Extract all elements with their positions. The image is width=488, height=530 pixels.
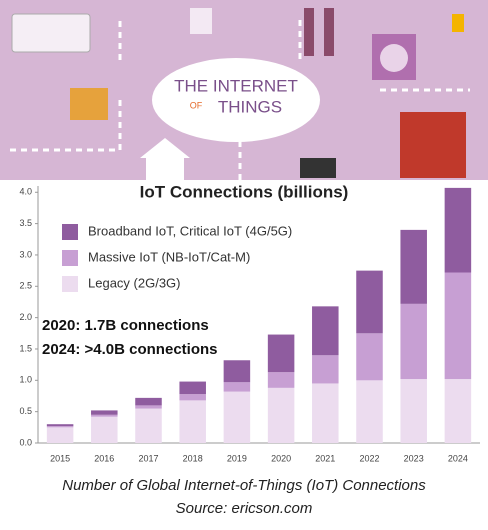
bar — [356, 333, 383, 381]
dashed-path — [10, 20, 470, 180]
bar — [267, 334, 295, 373]
legend-label: Massive IoT (NB-IoT/Cat-M) — [88, 249, 250, 264]
y-tick-label: 2.5 — [19, 281, 32, 291]
banner: THE INTERNET OF THINGS — [0, 0, 488, 180]
bar — [400, 379, 427, 443]
bar — [135, 397, 162, 406]
x-tick-label: 2022 — [359, 453, 379, 463]
bar — [135, 408, 162, 443]
y-tick-label: 0.0 — [19, 437, 32, 447]
router — [11, 13, 91, 53]
x-tick-label: 2023 — [404, 453, 424, 463]
y-tick-label: 3.0 — [19, 249, 32, 259]
bar — [91, 414, 118, 417]
bar — [179, 381, 206, 395]
banner-title: THE INTERNET — [174, 76, 298, 95]
x-tick-label: 2021 — [315, 453, 335, 463]
house — [140, 138, 190, 158]
chart-title: IoT Connections (billions) — [140, 182, 349, 201]
bar — [223, 360, 251, 383]
speaker — [324, 8, 334, 56]
bar — [135, 405, 162, 409]
bar — [223, 382, 251, 392]
bar — [312, 383, 339, 443]
banner-title: OF — [190, 100, 203, 110]
bar — [444, 187, 472, 273]
x-tick-label: 2024 — [448, 453, 468, 463]
bar — [46, 426, 74, 428]
bar — [223, 391, 251, 443]
fridge — [400, 112, 466, 178]
legend-swatch — [62, 250, 78, 266]
bar — [91, 410, 118, 415]
coffee — [70, 88, 108, 120]
y-tick-label: 0.5 — [19, 406, 32, 416]
bar — [444, 272, 472, 380]
x-tick-label: 2017 — [138, 453, 158, 463]
x-tick-label: 2016 — [94, 453, 114, 463]
chart: IoT Connections (billions) 2020: 1.7B co… — [19, 182, 480, 463]
y-tick-label: 3.5 — [19, 218, 32, 228]
x-tick-label: 2020 — [271, 453, 291, 463]
y-tick-label: 1.5 — [19, 343, 32, 353]
legend-label: Broadband IoT, Critical IoT (4G/5G) — [88, 223, 292, 238]
bar — [91, 416, 118, 443]
legend-swatch — [62, 276, 78, 292]
bar — [267, 372, 295, 388]
bar — [179, 394, 206, 401]
x-tick-label: 2018 — [183, 453, 203, 463]
bar — [312, 355, 339, 384]
bar — [267, 387, 295, 443]
x-tick-label: 2019 — [227, 453, 247, 463]
bar — [400, 229, 427, 304]
bar — [46, 427, 74, 443]
bar — [179, 400, 206, 443]
lamp — [452, 14, 464, 32]
bar — [400, 303, 427, 380]
bar — [356, 270, 383, 334]
legend-label: Legacy (2G/3G) — [88, 275, 181, 290]
y-tick-label: 4.0 — [19, 187, 32, 197]
caption: Number of Global Internet-of-Things (IoT… — [62, 477, 426, 494]
y-tick-label: 1.0 — [19, 375, 32, 385]
banner-title: THINGS — [218, 97, 282, 116]
washer-door — [380, 44, 408, 72]
y-tick-label: 2.0 — [19, 312, 32, 322]
annotation: 2024: >4.0B connections — [42, 341, 218, 358]
speaker — [304, 8, 314, 56]
legend-swatch — [62, 224, 78, 240]
microwave — [300, 158, 336, 178]
cloud — [152, 58, 320, 142]
thermostat — [190, 8, 212, 34]
caption: Source: ericson.com — [176, 500, 313, 517]
bar — [312, 306, 339, 356]
annotation: 2020: 1.7B connections — [42, 317, 209, 334]
bar — [356, 380, 383, 443]
x-tick-label: 2015 — [50, 453, 70, 463]
bar — [444, 379, 472, 443]
bar — [46, 424, 74, 427]
house — [146, 158, 184, 180]
